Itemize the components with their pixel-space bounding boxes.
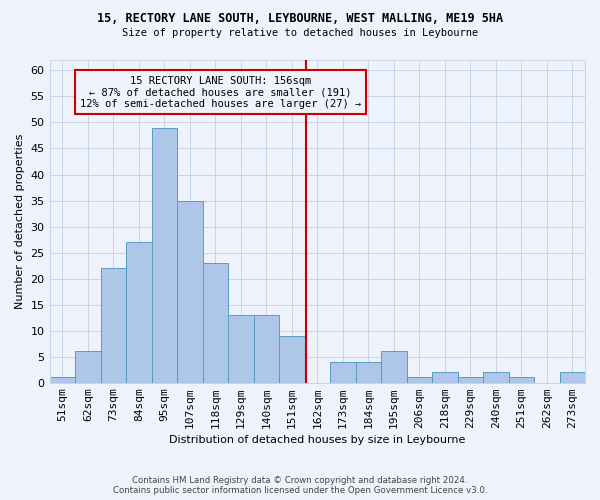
Bar: [330, 362, 356, 382]
Text: Contains HM Land Registry data © Crown copyright and database right 2024.
Contai: Contains HM Land Registry data © Crown c…: [113, 476, 487, 495]
Bar: [152, 128, 177, 382]
Bar: [101, 268, 126, 382]
Bar: [407, 378, 432, 382]
Bar: [432, 372, 458, 382]
Text: 15 RECTORY LANE SOUTH: 156sqm
← 87% of detached houses are smaller (191)
12% of : 15 RECTORY LANE SOUTH: 156sqm ← 87% of d…: [80, 76, 361, 109]
Bar: [381, 352, 407, 382]
Y-axis label: Number of detached properties: Number of detached properties: [15, 134, 25, 309]
Bar: [483, 372, 509, 382]
Bar: [509, 378, 534, 382]
Text: 15, RECTORY LANE SOUTH, LEYBOURNE, WEST MALLING, ME19 5HA: 15, RECTORY LANE SOUTH, LEYBOURNE, WEST …: [97, 12, 503, 26]
Bar: [228, 315, 254, 382]
Bar: [203, 263, 228, 382]
X-axis label: Distribution of detached houses by size in Leybourne: Distribution of detached houses by size …: [169, 435, 466, 445]
Bar: [279, 336, 305, 382]
Bar: [356, 362, 381, 382]
Bar: [560, 372, 585, 382]
Bar: [458, 378, 483, 382]
Bar: [177, 200, 203, 382]
Bar: [254, 315, 279, 382]
Bar: [50, 378, 75, 382]
Text: Size of property relative to detached houses in Leybourne: Size of property relative to detached ho…: [122, 28, 478, 38]
Bar: [75, 352, 101, 382]
Bar: [126, 242, 152, 382]
